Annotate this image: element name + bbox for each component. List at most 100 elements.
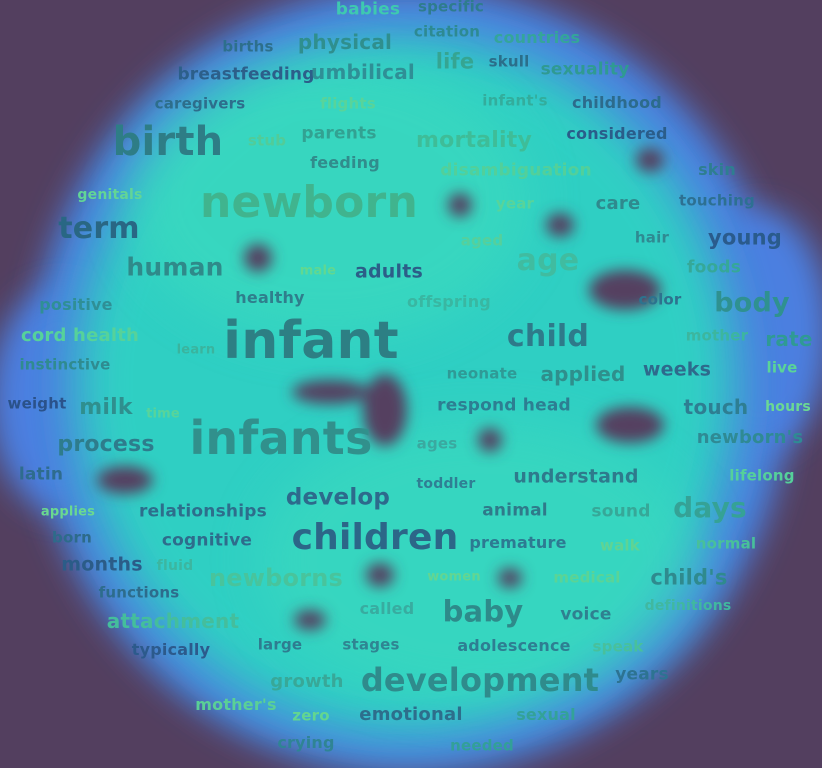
word-cloud-term: needed [450, 736, 514, 755]
word-cloud-term: young [707, 225, 783, 250]
word-cloud-term: foods [686, 257, 742, 278]
word-cloud-term: citation [413, 22, 481, 41]
word-cloud-term: births [222, 37, 274, 56]
word-cloud-term: normal [695, 534, 757, 553]
word-cloud-term: genitals [77, 187, 143, 203]
word-cloud-term: disambiguation [440, 160, 592, 181]
word-cloud-term: cord health [20, 325, 140, 346]
word-cloud-term: year [495, 194, 535, 213]
word-cloud-term: relationships [139, 501, 267, 522]
word-cloud-term: feeding [310, 153, 380, 172]
word-cloud-term: days [673, 491, 747, 524]
word-cloud-term: child's [650, 565, 728, 590]
word-cloud-term: hours [765, 399, 811, 415]
word-cloud-term: walk [600, 536, 640, 555]
word-cloud-term: medical [553, 568, 621, 587]
word-cloud-term: infants [189, 411, 373, 465]
word-cloud-term: instinctive [19, 355, 111, 374]
word-cloud-term: skin [698, 160, 736, 179]
word-cloud-term: healthy [235, 288, 305, 307]
word-cloud-term: time [146, 406, 180, 422]
word-cloud-term: sound [591, 501, 651, 522]
word-cloud-term: positive [39, 295, 113, 314]
word-cloud-term: called [359, 599, 415, 618]
word-cloud-term: understand [513, 465, 639, 488]
word-cloud-term: months [61, 553, 143, 576]
word-cloud-term: process [57, 432, 155, 457]
word-cloud-term: toddler [416, 476, 476, 492]
word-cloud-term: premature [469, 533, 567, 552]
word-cloud-term: crying [277, 733, 335, 752]
word-cloud-term: develop [285, 484, 391, 511]
word-cloud-term: weight [7, 394, 67, 413]
word-cloud-term: parents [301, 123, 377, 144]
word-cloud-term: definitions [644, 598, 732, 614]
word-cloud-term: sexuality [540, 59, 630, 80]
word-cloud-term: live [766, 358, 798, 377]
word-cloud-term: development [360, 661, 600, 699]
word-cloud-term: aged [460, 231, 504, 250]
word-cloud-term: stub [247, 131, 287, 150]
word-cloud-term: newborn [200, 177, 418, 228]
heatmap-holes [97, 148, 664, 630]
word-cloud-term: color [638, 290, 682, 309]
word-cloud-term: functions [98, 583, 180, 602]
word-cloud-term: specific [417, 0, 485, 16]
word-cloud-term: growth [270, 671, 344, 692]
word-cloud-term: babies [335, 0, 401, 20]
word-cloud-term: newborn's [696, 427, 804, 448]
word-cloud-term: care [595, 193, 641, 214]
word-cloud-term: latin [18, 464, 64, 485]
word-cloud-term: learn [176, 342, 216, 358]
word-cloud-term: emotional [359, 704, 463, 725]
word-cloud-term: weeks [642, 358, 712, 381]
word-cloud-term: ages [416, 434, 458, 453]
word-cloud-term: male [299, 263, 337, 279]
word-cloud-term: animal [482, 500, 548, 521]
word-cloud-term: adults [354, 260, 424, 283]
word-cloud-term: applies [40, 504, 96, 520]
word-cloud-term: children [291, 517, 459, 558]
word-cloud-term: women [427, 569, 481, 585]
word-cloud-term: lifelong [729, 466, 795, 485]
word-cloud-term: touch [683, 395, 749, 419]
word-cloud-term: born [52, 528, 92, 547]
word-cloud-term: body [714, 287, 790, 319]
word-cloud-term: life [435, 49, 475, 74]
word-cloud-term: breastfeeding [177, 64, 315, 85]
word-cloud-term: voice [560, 604, 612, 625]
word-cloud-term: child [506, 319, 590, 354]
word-cloud-term: years [615, 664, 669, 685]
word-cloud-term: attachment [106, 609, 240, 633]
word-cloud-term: mother [685, 326, 749, 345]
word-cloud-term: neonate [446, 364, 518, 383]
word-cloud-term: mother's [195, 695, 277, 714]
word-cloud-term: rate [765, 327, 813, 351]
word-cloud-term: considered [566, 124, 668, 143]
word-cloud-term: countries [493, 28, 581, 47]
word-cloud-term: respond head [437, 395, 571, 416]
word-cloud-term: cognitive [161, 530, 253, 551]
word-cloud-term: stages [342, 635, 400, 654]
word-cloud-term: flights [320, 94, 376, 113]
word-cloud-term: umbilical [311, 60, 415, 84]
word-cloud-term: adolescence [457, 636, 571, 655]
word-cloud-term: offspring [407, 292, 491, 311]
word-cloud-term: age [516, 243, 580, 278]
word-cloud-term: milk [79, 395, 133, 420]
word-cloud-term: typically [131, 640, 211, 659]
word-cloud-term: large [257, 635, 303, 654]
word-cloud-term: childhood [572, 93, 662, 112]
word-cloud-term: sexual [516, 705, 576, 724]
word-cloud-term: hair [634, 228, 670, 247]
word-cloud-term: infant [223, 311, 399, 371]
word-cloud-term: touching [679, 191, 755, 210]
word-cloud-term: baby [442, 594, 524, 629]
word-cloud-term: term [58, 211, 140, 246]
word-cloud-term: caregivers [154, 94, 246, 113]
word-cloud-term: birth [112, 119, 224, 165]
heatmap-core [75, 35, 735, 735]
